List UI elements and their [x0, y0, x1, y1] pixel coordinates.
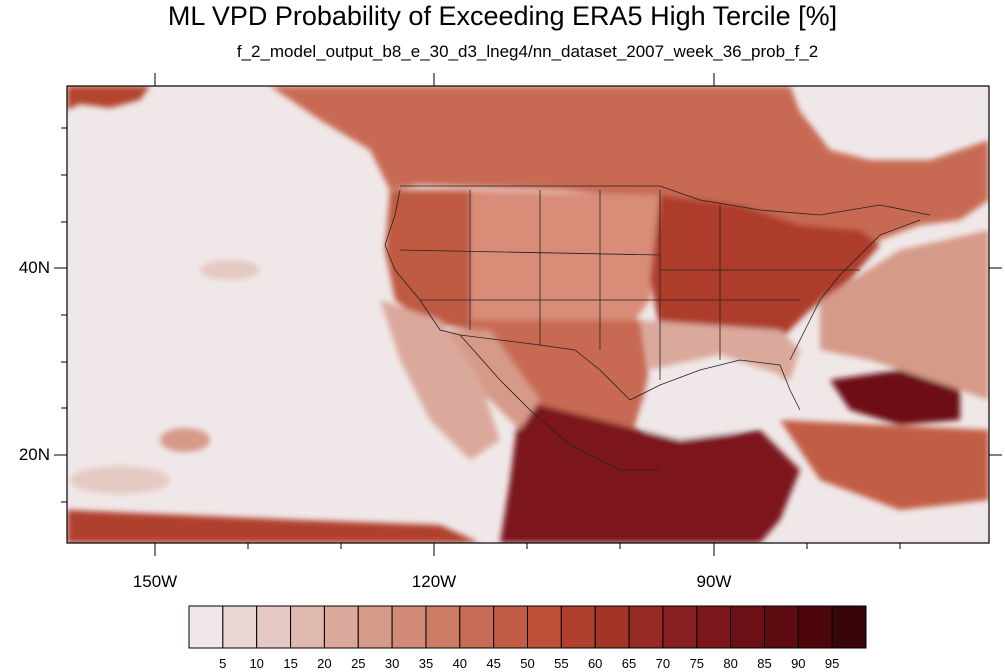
colorbar-swatch [763, 605, 799, 649]
colorbar-swatch [662, 605, 698, 649]
map-plot-area [67, 86, 989, 543]
colorbar-swatch [730, 605, 765, 649]
colorbar-tick-label: 80 [723, 656, 738, 671]
colorbar-tick-label: 15 [283, 656, 298, 671]
lat-label-40n: 40N [18, 258, 50, 277]
east-coast-line [789, 219, 921, 361]
gulf-coast-line [629, 359, 801, 411]
colorbar-swatch [425, 605, 461, 649]
central-us-region [470, 190, 660, 340]
colorbar-tick-label: 60 [587, 656, 603, 671]
us-west-coast-line [384, 189, 461, 336]
colorbar-tick-label: 75 [689, 656, 705, 671]
pacific-patch [70, 466, 170, 494]
colorbar-swatch [594, 605, 630, 649]
lon-label-120w: 120W [411, 572, 457, 591]
probability-fill [67, 86, 989, 543]
baja-coast-region [440, 330, 540, 430]
boundary-lines [384, 185, 931, 471]
colorbar-tick-label: 35 [418, 656, 434, 671]
axis-ticks [54, 73, 1002, 556]
lon-label-150w: 150W [132, 572, 178, 591]
colorbar-swatch [256, 605, 292, 649]
colorbar-swatch [696, 605, 732, 649]
colorbar-swatch [628, 605, 664, 649]
colorbar-swatch [222, 605, 258, 649]
canada-region [270, 86, 989, 255]
atlantic-region [820, 230, 989, 400]
colorbar-swatch [527, 605, 562, 649]
colorbar-tick-label: 65 [621, 656, 637, 671]
caribbean-dark-region [830, 370, 960, 425]
western-us-region [385, 190, 470, 330]
eastern-pacific-region [380, 300, 500, 460]
mexico-coast-line [459, 334, 660, 471]
northeast-light-area [800, 86, 989, 150]
colorbar-tick-label: 95 [824, 656, 840, 671]
colorbar-tick-label: 10 [249, 656, 264, 671]
colorbar-swatch [493, 605, 528, 649]
colorbar-swatch [391, 605, 427, 649]
colorbar-tick-label: 30 [384, 656, 400, 671]
colorbar-swatch [560, 605, 596, 649]
state-line [399, 249, 661, 256]
colorbar-tick-label: 20 [317, 656, 332, 671]
colorbar-tick-label: 50 [520, 656, 535, 671]
map-subtitle: f_2_model_output_b8_e_30_d3_lneg4/nn_dat… [236, 42, 819, 61]
tropical-atlantic-region [780, 420, 989, 510]
lat-label-20n: 20N [18, 445, 50, 464]
canada-border-line [400, 185, 931, 216]
map-title: ML VPD Probability of Exceeding ERA5 Hig… [167, 1, 838, 31]
colorbar [188, 605, 867, 649]
colorbar-swatch [290, 605, 325, 649]
colorbar-tick-label: 5 [219, 656, 227, 671]
colorbar-swatch [357, 605, 393, 649]
lon-label-90w: 90W [696, 572, 732, 591]
colorbar-tick-label: 40 [452, 656, 468, 671]
alaska-region [67, 86, 150, 110]
colorbar-swatch [188, 605, 224, 649]
colorbar-tick-label: 70 [655, 656, 671, 671]
colorbar-tick-label: 90 [791, 656, 806, 671]
central-america-dark-region [500, 400, 800, 543]
colorbar-swatch [459, 605, 495, 649]
colorbar-swatch [323, 605, 359, 649]
gulf-light-area [640, 355, 790, 460]
colorbar-tick-label: 25 [351, 656, 366, 671]
southern-plains-region [470, 320, 650, 450]
pacific-patch [200, 260, 260, 280]
colorbar-swatch [831, 605, 867, 649]
colorbar-swatch [797, 605, 833, 649]
colorbar-tick-label: 85 [757, 656, 772, 671]
tropical-band-region [67, 510, 480, 543]
pacific-patch [160, 428, 210, 452]
colorbar-tick-label: 55 [554, 656, 569, 671]
colorbar-tick-label: 45 [486, 656, 501, 671]
mexico-border-line [459, 334, 631, 401]
